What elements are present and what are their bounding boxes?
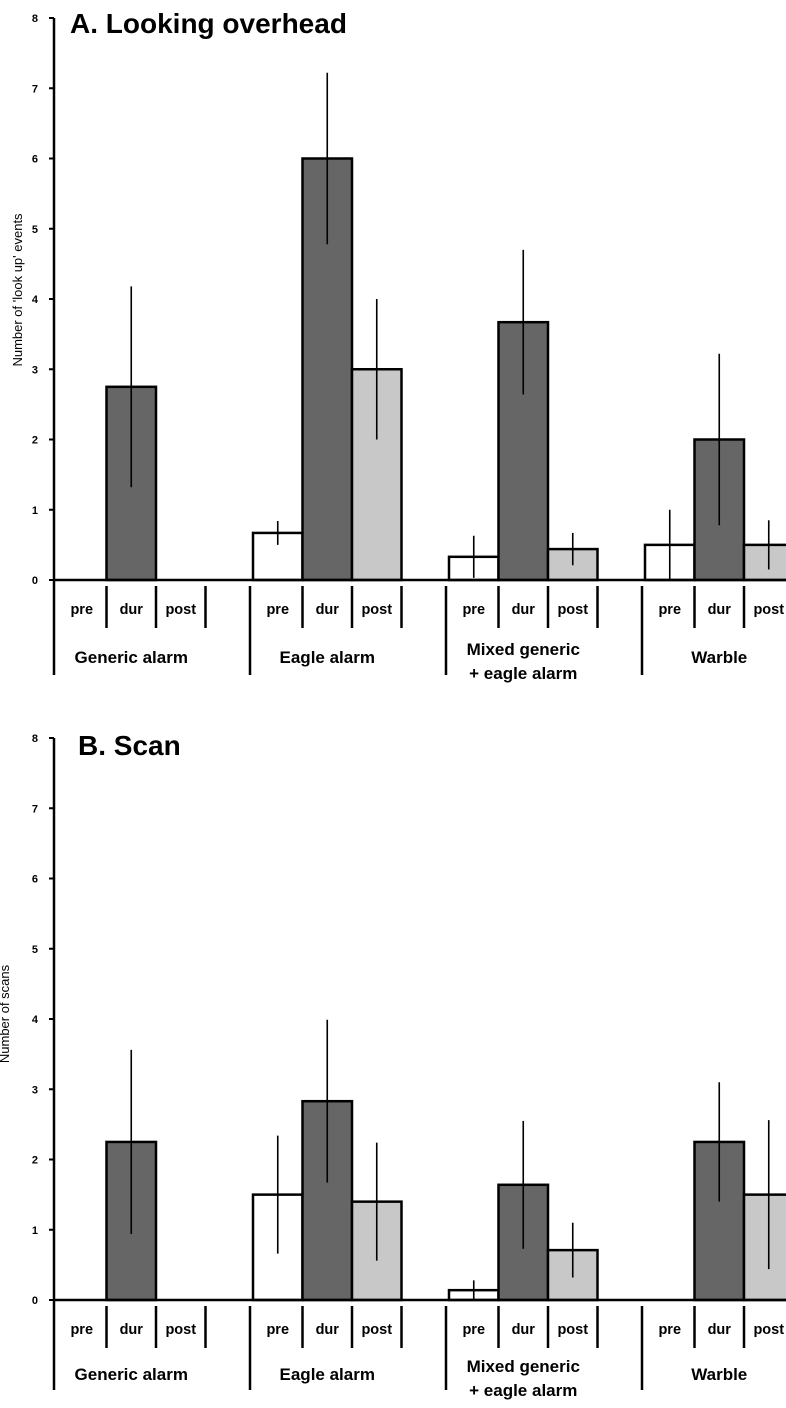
group-label: Eagle alarm (280, 1365, 375, 1384)
condition-label: post (753, 1322, 784, 1338)
condition-label: pre (266, 1322, 289, 1338)
condition-label: post (557, 1322, 588, 1338)
y-tick-label: 6 (32, 154, 38, 166)
y-tick-label: 3 (32, 364, 38, 376)
y-tick-label: 3 (32, 1084, 38, 1096)
condition-label: post (165, 602, 196, 618)
condition-label: dur (512, 602, 536, 618)
y-axis-label: Number of 'look up' events (10, 213, 25, 367)
condition-label: dur (512, 1322, 536, 1338)
bar-post (742, 543, 786, 582)
condition-label: post (753, 602, 784, 618)
condition-label: pre (658, 602, 681, 618)
condition-label: post (361, 602, 392, 618)
y-tick-label: 8 (32, 733, 38, 745)
condition-label: post (361, 1322, 392, 1338)
condition-label: pre (70, 1322, 93, 1338)
y-tick-label: 4 (32, 1014, 39, 1026)
y-tick-label: 5 (32, 944, 38, 956)
condition-label: dur (708, 602, 732, 618)
chart-title: A. Looking overhead (70, 8, 347, 39)
group-label: Eagle alarm (280, 648, 375, 667)
y-tick-label: 1 (32, 505, 38, 517)
chart-title: B. Scan (78, 730, 181, 761)
bar-post (742, 1193, 786, 1302)
panel-a: A. Looking overhead 0 1 2 3 4 5 6 7 8 Number of 'l… (10, 8, 786, 683)
y-axis-label: Number of scans (0, 964, 12, 1063)
condition-label: dur (316, 602, 340, 618)
condition-label: dur (316, 1322, 340, 1338)
condition-label: pre (462, 602, 485, 618)
condition-label: post (557, 602, 588, 618)
y-tick-label: 2 (32, 1155, 38, 1167)
panel-b: B. Scan 0 1 2 3 4 5 6 7 8 Number of scans pre dur pos… (0, 730, 786, 1400)
group-label: + eagle alarm (469, 1381, 577, 1400)
y-tick-label: 1 (32, 1225, 38, 1237)
condition-label: dur (120, 1322, 144, 1338)
condition-label: dur (708, 1322, 732, 1338)
condition-label: pre (70, 602, 93, 618)
condition-label: pre (462, 1322, 485, 1338)
group-label: Generic alarm (75, 648, 188, 667)
condition-label: pre (658, 1322, 681, 1338)
y-tick-label: 7 (32, 803, 38, 815)
group-label: Mixed generic (467, 640, 580, 659)
condition-label: pre (266, 602, 289, 618)
y-tick-label: 7 (32, 83, 38, 95)
group-label: Generic alarm (75, 1365, 188, 1384)
y-tick-label: 8 (32, 13, 38, 25)
y-tick-label: 5 (32, 224, 38, 236)
group-label: Warble (691, 1365, 747, 1384)
y-tick-label: 6 (32, 874, 38, 886)
group-label: + eagle alarm (469, 664, 577, 683)
group-label: Warble (691, 648, 747, 667)
y-tick-label: 0 (32, 1295, 38, 1307)
y-tick-label: 2 (32, 435, 38, 447)
y-tick-label: 0 (32, 575, 38, 587)
group-label: Mixed generic (467, 1357, 580, 1376)
condition-label: post (165, 1322, 196, 1338)
condition-label: dur (120, 602, 144, 618)
y-tick-label: 4 (32, 294, 39, 306)
